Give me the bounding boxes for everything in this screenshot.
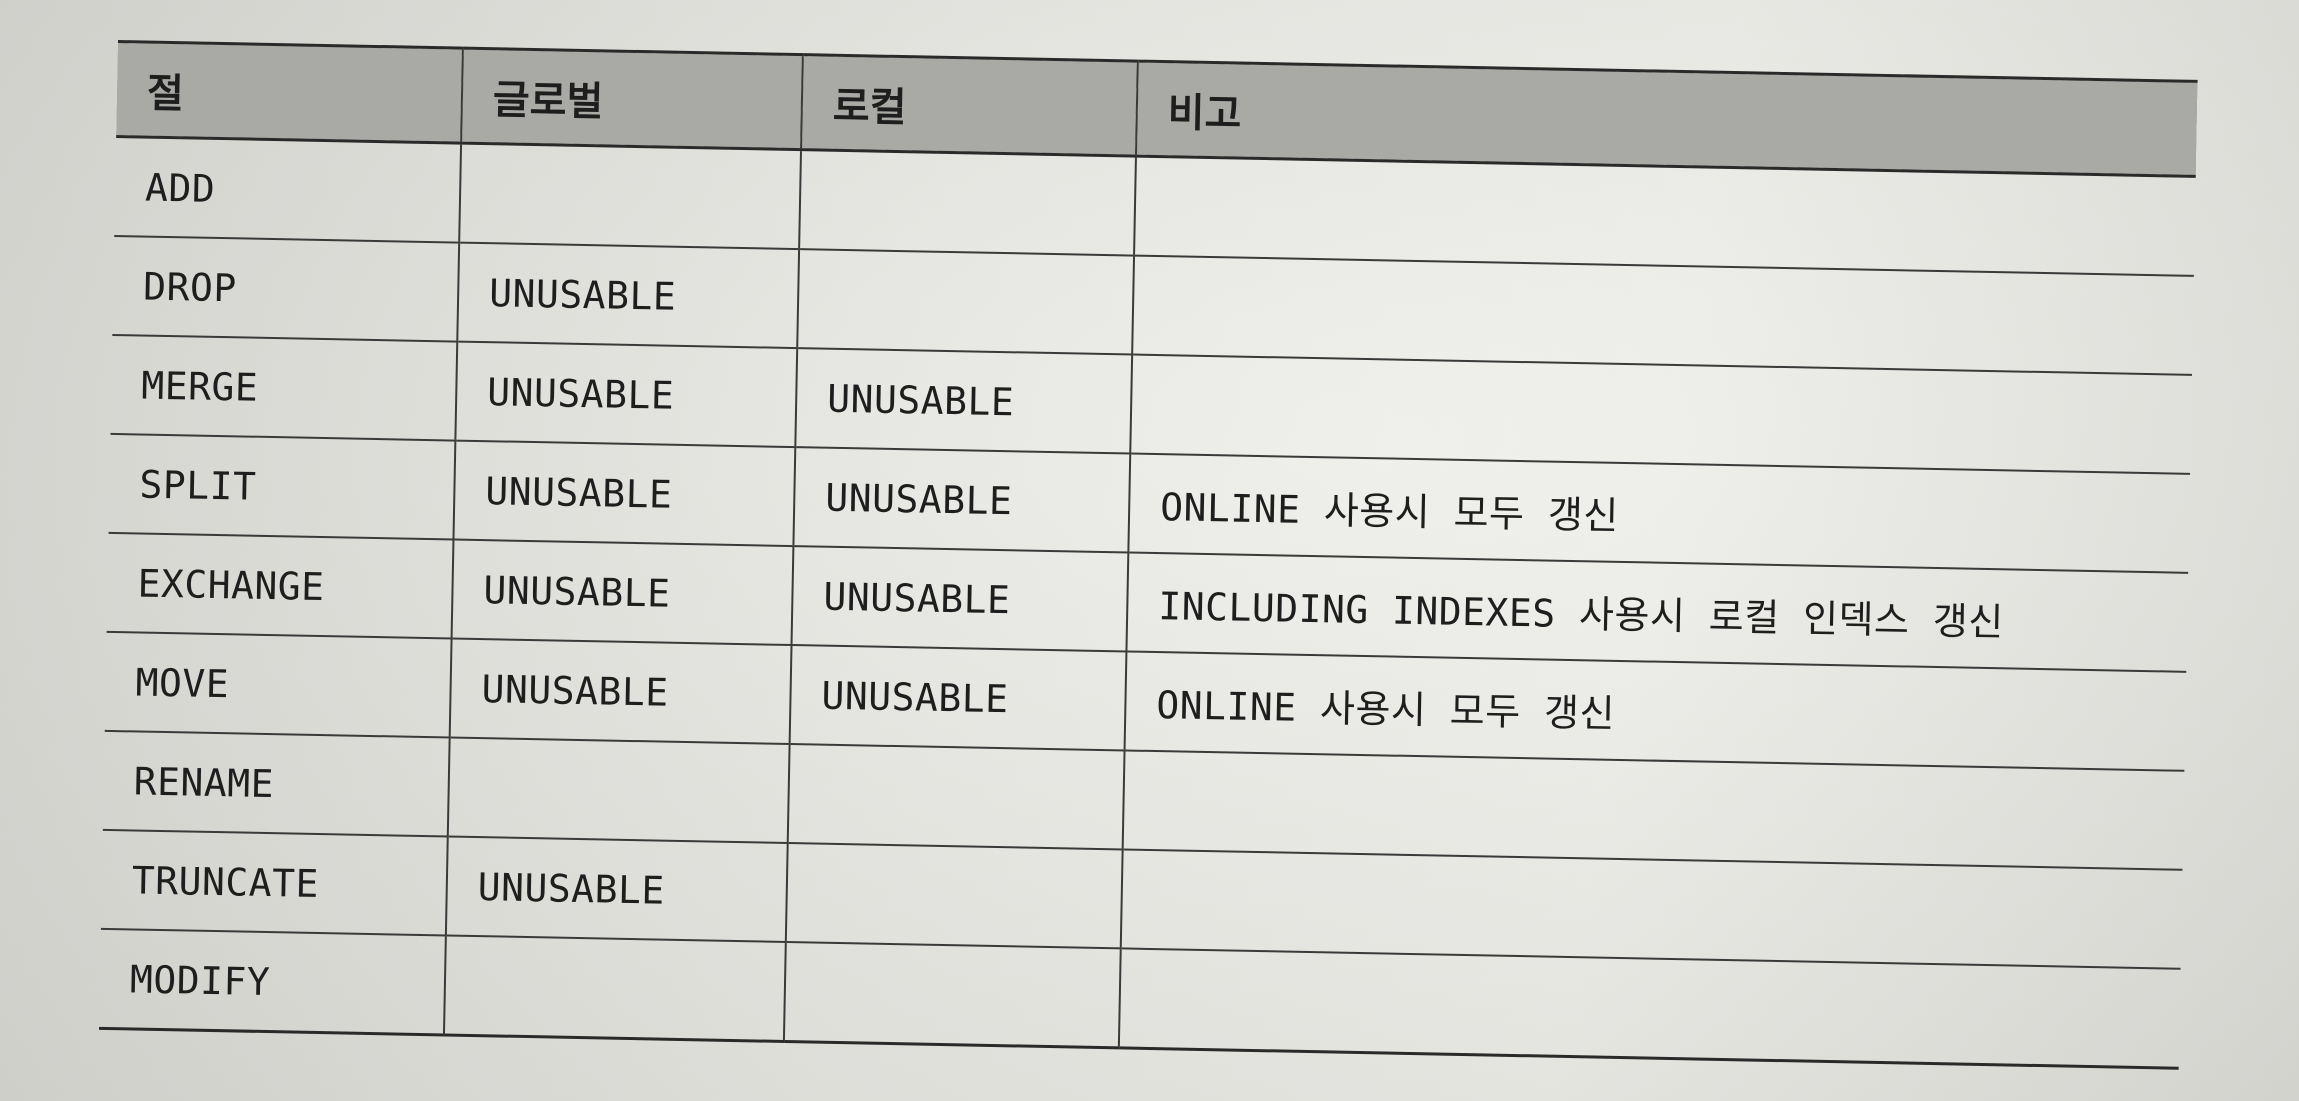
- partition-index-table: 절 글로벌 로컬 비고 ADD DROP UNUSABLE MERGE UNU: [99, 40, 2198, 1070]
- cell-clause: DROP: [112, 235, 460, 342]
- cell-global: UNUSABLE: [445, 836, 788, 942]
- cell-clause: SPLIT: [108, 433, 456, 540]
- cell-local: [785, 843, 1123, 949]
- cell-clause: RENAME: [102, 730, 450, 837]
- cell-global: UNUSABLE: [449, 638, 792, 745]
- cell-local: [797, 249, 1135, 355]
- cell-clause: MERGE: [110, 334, 458, 441]
- header-global: 글로벌: [461, 48, 803, 150]
- header-local: 로컬: [801, 54, 1138, 157]
- cell-global: [459, 143, 802, 250]
- cell-local: UNUSABLE: [791, 546, 1129, 652]
- cell-local: UNUSABLE: [789, 645, 1127, 751]
- cell-global: [443, 935, 786, 1042]
- cell-global: [447, 737, 790, 844]
- cell-local: [787, 744, 1125, 850]
- cell-local: UNUSABLE: [795, 348, 1133, 454]
- cell-clause: EXCHANGE: [106, 532, 454, 639]
- header-clause: 절: [116, 41, 463, 144]
- cell-global: UNUSABLE: [453, 440, 796, 547]
- cell-clause: TRUNCATE: [100, 829, 448, 936]
- cell-local: UNUSABLE: [793, 447, 1131, 553]
- cell-note: [1118, 948, 2181, 1069]
- cell-global: UNUSABLE: [451, 539, 794, 646]
- cell-global: UNUSABLE: [457, 242, 800, 349]
- cell-global: UNUSABLE: [455, 341, 798, 448]
- document-table-container: 절 글로벌 로컬 비고 ADD DROP UNUSABLE MERGE UNU: [99, 40, 2198, 1070]
- cell-clause: MOVE: [104, 631, 452, 738]
- cell-clause: ADD: [114, 136, 462, 243]
- cell-local: [799, 149, 1136, 256]
- cell-clause: MODIFY: [99, 928, 446, 1035]
- cell-local: [783, 941, 1121, 1048]
